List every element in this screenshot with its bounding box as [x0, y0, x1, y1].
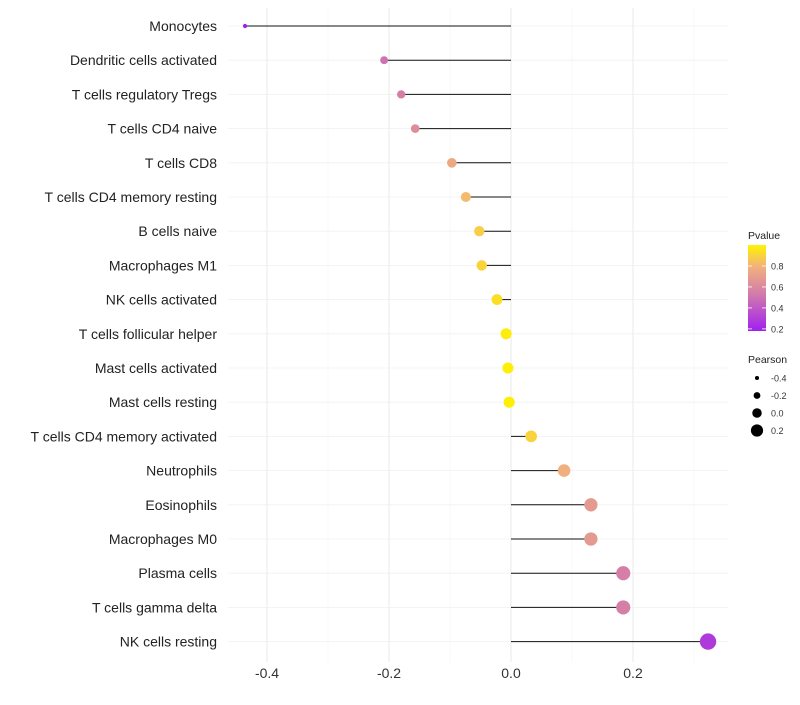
y-tick-label: T cells CD4 memory resting	[45, 189, 217, 205]
y-tick-label: B cells naive	[138, 223, 217, 239]
y-tick-label: Mast cells resting	[109, 394, 217, 410]
size-legend-key	[750, 424, 764, 437]
size-legend-label: -0.2	[771, 391, 787, 401]
point	[460, 191, 471, 203]
point	[500, 328, 512, 340]
y-tick-label: Eosinophils	[145, 497, 217, 513]
size-legend-key	[754, 375, 760, 381]
point	[502, 362, 514, 374]
pvalue-legend-title: Pvalue	[748, 230, 780, 242]
y-tick-label: Mast cells activated	[95, 360, 217, 376]
size-legend-key	[752, 408, 762, 418]
y-tick-label: Neutrophils	[146, 463, 217, 479]
y-tick-label: NK cells activated	[106, 292, 217, 308]
x-axis-labels: -0.4 -0.2 0.0 0.2	[255, 665, 643, 681]
size-legend-label: 0.2	[771, 426, 784, 436]
y-tick-label: NK cells resting	[120, 634, 217, 650]
y-tick-label: Dendritic cells activated	[70, 52, 217, 68]
point	[616, 566, 631, 581]
y-tick-label: T cells CD4 memory activated	[31, 428, 217, 444]
stems	[245, 25, 709, 643]
x-tick-label: -0.4	[255, 665, 279, 681]
point	[699, 633, 717, 650]
pvalue-colorbar	[748, 245, 766, 331]
colorbar-tick-label: 0.4	[771, 303, 784, 313]
y-tick-label: T cells follicular helper	[79, 326, 218, 342]
size-legend-label: 0.0	[771, 409, 784, 419]
point	[525, 430, 537, 443]
y-axis-labels: Monocytes Dendritic cells activated T cell…	[31, 18, 218, 650]
colorbar-tick-label: 0.2	[771, 324, 784, 334]
point	[242, 23, 248, 29]
points	[242, 23, 717, 650]
y-tick-label: Monocytes	[149, 18, 217, 34]
point	[616, 600, 631, 615]
point	[584, 532, 598, 546]
y-tick-label: T cells regulatory Tregs	[72, 86, 217, 102]
point	[380, 56, 389, 65]
point	[476, 260, 487, 271]
y-tick-label: T cells gamma delta	[92, 599, 217, 615]
point	[447, 157, 457, 168]
colorbar-tick-label: 0.6	[771, 282, 784, 292]
y-tick-label: T cells CD8	[145, 155, 217, 171]
y-tick-label: T cells CD4 naive	[108, 121, 218, 137]
point	[503, 396, 515, 408]
x-tick-label: 0.2	[623, 665, 643, 681]
point	[474, 226, 485, 237]
y-tick-label: Macrophages M0	[109, 531, 217, 547]
colorbar-tick-label: 0.8	[771, 261, 784, 271]
point	[557, 464, 571, 477]
x-tick-label: 0.0	[501, 665, 521, 681]
point	[410, 124, 420, 133]
x-tick-label: -0.2	[377, 665, 401, 681]
point	[397, 90, 406, 99]
point	[584, 498, 598, 512]
pearson-legend: Pearson -0.4 -0.2 0.0 0.2	[748, 354, 787, 437]
y-tick-label: Plasma cells	[138, 565, 217, 581]
point	[491, 294, 503, 306]
grid	[228, 8, 728, 662]
pearson-legend-title: Pearson	[748, 354, 787, 366]
y-tick-label: Macrophages M1	[109, 257, 217, 273]
size-legend-key	[753, 392, 761, 399]
size-legend-label: -0.4	[771, 374, 787, 384]
pvalue-legend: Pvalue 0.8 0.6 0.4 0.2	[748, 230, 784, 334]
